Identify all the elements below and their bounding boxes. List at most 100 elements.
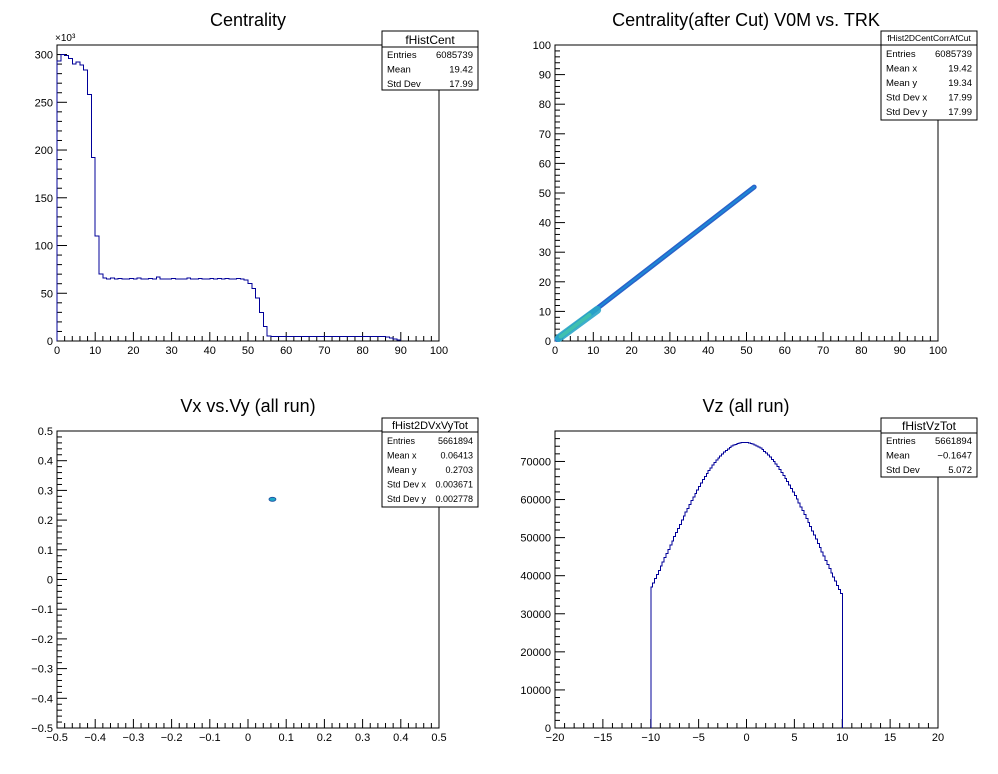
y-tick-label: 60 — [539, 158, 551, 170]
pad-correlation: Centrality(after Cut) V0M vs. TRK 0 10 20 3… — [533, 10, 978, 357]
stat-label: Mean x — [886, 64, 917, 75]
stat-label: Mean y — [387, 465, 417, 475]
x-tick-label: 0 — [245, 732, 251, 744]
y-tick-label: 70 — [539, 129, 551, 141]
x-tick-label: −20 — [546, 732, 565, 744]
stat-box: fHistCent Entries 6085739 Mean 19.42 Std Dev… — [381, 30, 479, 91]
stat-value: 5661894 — [935, 436, 972, 447]
x-tick-label: 10 — [587, 345, 599, 357]
pad-vz: Vz (all run) −20 −15 −10 −5 0 5 10 15 20 0 10000 20… — [520, 396, 978, 744]
stat-value: 0.003671 — [435, 480, 473, 490]
x-tick-label: 70 — [318, 345, 330, 357]
x-tick-label: 30 — [664, 345, 676, 357]
stat-label: Mean — [387, 65, 411, 76]
x-tick-label: 60 — [779, 345, 791, 357]
x-tick-label: 50 — [242, 345, 254, 357]
x-tick-label: 60 — [280, 345, 292, 357]
plot-title: Vz (all run) — [702, 396, 789, 416]
x-tick-label: −0.2 — [161, 732, 183, 744]
stat-label: Std Dev y — [886, 107, 927, 118]
stat-value: −0.1647 — [937, 451, 972, 462]
stat-value: 0.2703 — [445, 465, 473, 475]
x-tick-label: −5 — [692, 732, 705, 744]
x-tick-label: 0.2 — [317, 732, 332, 744]
y-tick-label: 100 — [533, 40, 551, 52]
x-tick-label: 40 — [702, 345, 714, 357]
stat-box-name: fHist2DVxVyTot — [392, 420, 468, 432]
x-tick-label: 0 — [743, 732, 749, 744]
x-tick-label: 20 — [625, 345, 637, 357]
y-tick-label: 0 — [545, 723, 551, 735]
stat-value: 19.42 — [948, 64, 972, 75]
x-tick-label: 90 — [395, 345, 407, 357]
y-tick-label: 0.2 — [38, 515, 53, 527]
y-tick-label: −0.1 — [31, 604, 53, 616]
stat-label: Entries — [387, 436, 416, 446]
stat-value: 17.99 — [948, 93, 972, 104]
plot-title: Vx vs.Vy (all run) — [180, 396, 315, 416]
histogram-line — [650, 441, 843, 728]
stat-value: 19.42 — [449, 65, 473, 76]
y-tick-label: 70000 — [520, 456, 551, 468]
stat-box: fHistVzTot Entries 5661894 Mean −0.1647 Std … — [880, 417, 978, 478]
x-tick-label: 0.3 — [355, 732, 370, 744]
x-tick-label: 0 — [552, 345, 558, 357]
stat-label: Std Dev — [387, 79, 421, 90]
x-tick-label: 70 — [817, 345, 829, 357]
stat-value: 19.34 — [948, 78, 972, 89]
y-tick-label: −0.3 — [31, 664, 53, 676]
y-tick-label: 0.5 — [38, 426, 53, 438]
stat-label: Mean y — [886, 78, 917, 89]
x-tick-label: 50 — [740, 345, 752, 357]
x-tick-label: −0.5 — [46, 732, 68, 744]
x-tick-label: 15 — [884, 732, 896, 744]
x-tick-label: −0.1 — [199, 732, 221, 744]
y-tick-label: 250 — [35, 97, 53, 109]
y-tick-label: 150 — [35, 193, 53, 205]
x-tick-label: −0.3 — [123, 732, 145, 744]
y-tick-label: 10000 — [520, 685, 551, 697]
x-tick-label: 20 — [127, 345, 139, 357]
x-tick-label: 0 — [54, 345, 60, 357]
y-tick-label: 10 — [539, 306, 551, 318]
y-tick-label: 0.3 — [38, 485, 53, 497]
y-tick-label: −0.4 — [31, 693, 53, 705]
y-exponent-label: ×10³ — [55, 33, 76, 44]
stat-box-name: fHistVzTot — [902, 419, 957, 433]
pad-vx-vy: Vx vs.Vy (all run) −0.5 −0.4 −0.3 −0.2 −0.1 0… — [31, 396, 479, 744]
y-tick-label: 300 — [35, 50, 53, 62]
x-tick-label: 10 — [89, 345, 101, 357]
x-tick-label: 100 — [430, 345, 448, 357]
y-tick-label: 0 — [545, 336, 551, 348]
y-tick-label: 0 — [47, 336, 53, 348]
stat-label: Std Dev x — [886, 93, 927, 104]
y-tick-label: 50 — [539, 188, 551, 200]
x-tick-label: −0.4 — [84, 732, 106, 744]
stat-label: Entries — [387, 50, 417, 61]
stat-box-name: fHistCent — [405, 33, 455, 47]
plot-title: Centrality(after Cut) V0M vs. TRK — [612, 10, 880, 30]
stat-value: 6085739 — [935, 49, 972, 60]
y-tick-label: −0.2 — [31, 634, 53, 646]
plot-title: Centrality — [210, 10, 286, 30]
x-tick-label: 20 — [932, 732, 944, 744]
y-tick-label: 30000 — [520, 609, 551, 621]
y-tick-label: 0 — [47, 575, 53, 587]
stat-value: 5661894 — [438, 436, 473, 446]
stat-value: 0.002778 — [435, 494, 473, 504]
x-tick-label: 100 — [929, 345, 947, 357]
x-tick-label: 30 — [165, 345, 177, 357]
x-tick-label: 90 — [894, 345, 906, 357]
stat-value: 6085739 — [436, 50, 473, 61]
y-tick-label: 30 — [539, 247, 551, 259]
x-tick-label: 40 — [204, 345, 216, 357]
stat-label: Mean — [886, 451, 910, 462]
y-tick-label: 40000 — [520, 571, 551, 583]
y-tick-label: 90 — [539, 70, 551, 82]
x-tick-label: −15 — [594, 732, 613, 744]
stat-label: Entries — [886, 49, 916, 60]
stat-value: 17.99 — [948, 107, 972, 118]
stat-value: 5.072 — [948, 465, 972, 476]
beam-spot — [268, 496, 277, 502]
